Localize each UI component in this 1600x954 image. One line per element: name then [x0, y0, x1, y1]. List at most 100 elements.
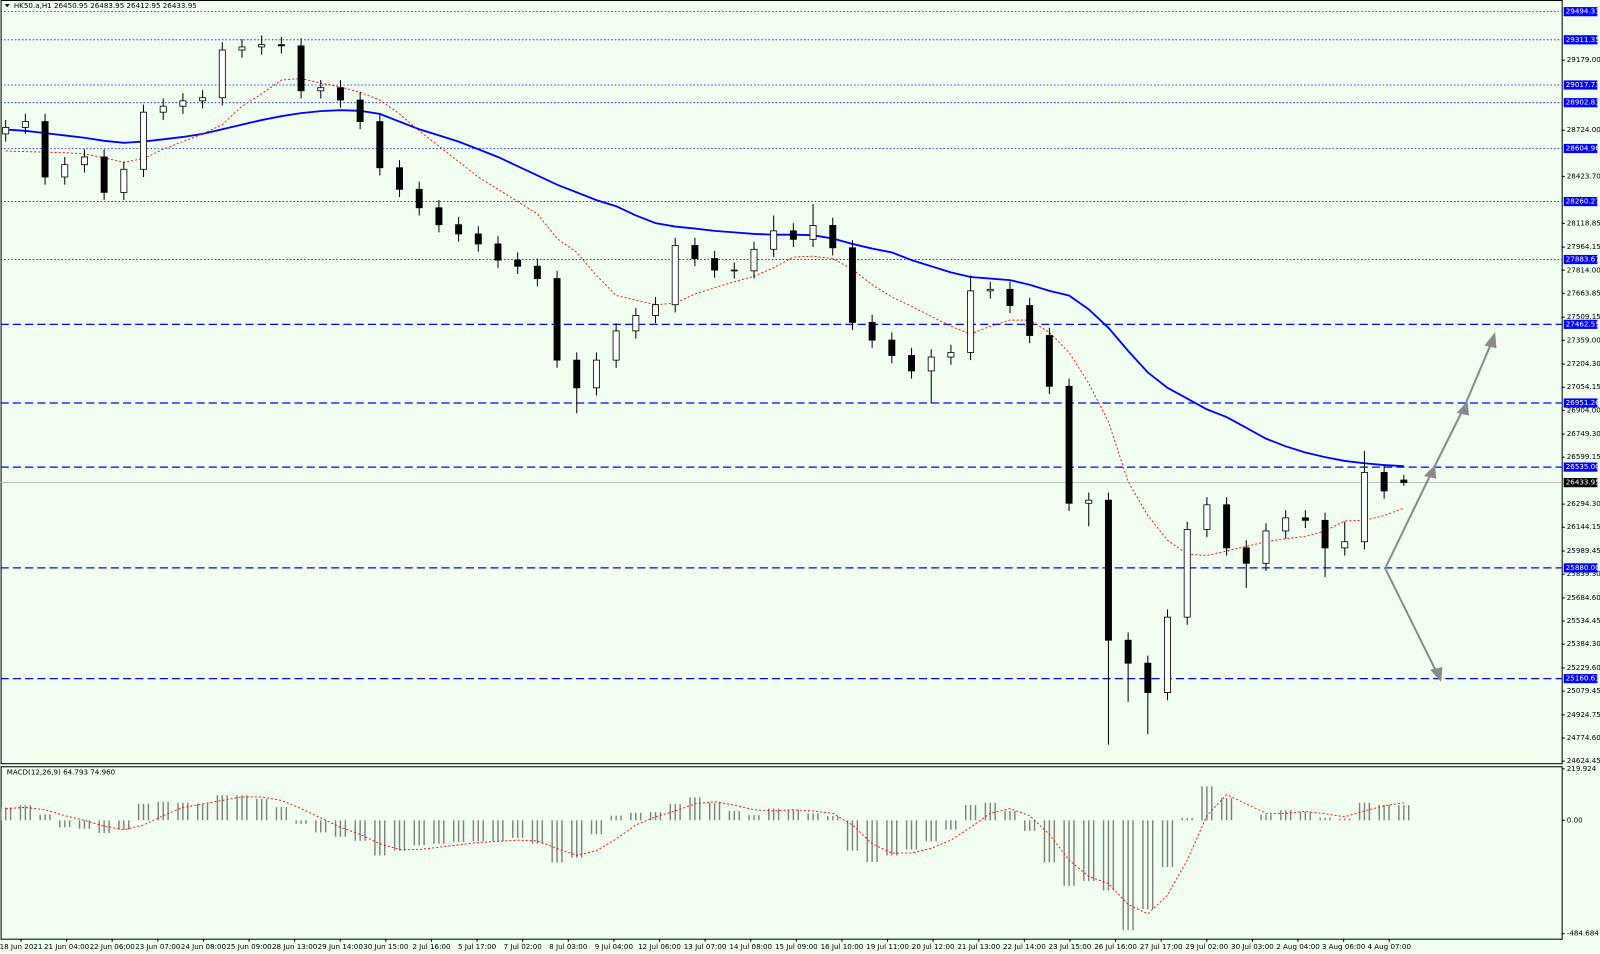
candle-body — [1164, 616, 1171, 693]
level-label: 25160.63 — [1566, 674, 1600, 683]
candle-body — [1282, 517, 1290, 532]
level-label: 26951.26 — [1566, 398, 1600, 407]
candle-body — [415, 188, 423, 209]
candle-body — [80, 156, 88, 166]
candle-body — [474, 233, 482, 245]
y-tick-label: 28724.00 — [1567, 125, 1600, 134]
y-tick-label: 28118.85 — [1567, 218, 1600, 227]
candle-body — [494, 243, 502, 261]
candle-body — [612, 330, 620, 361]
x-tick-label: 14 Jul 08:00 — [729, 942, 772, 951]
x-tick-label: 29 Jul 02:00 — [1185, 942, 1228, 951]
y-tick-label: 26749.30 — [1567, 429, 1600, 438]
x-tick-label: 26 Jul 16:00 — [1094, 942, 1137, 951]
candle-body — [1124, 639, 1132, 664]
macd-title: MACD(12,26,9) 64.793 74.960 — [7, 767, 116, 776]
y-tick-label: 27663.85 — [1567, 288, 1600, 297]
candle-body — [179, 100, 187, 107]
level-label: 25880.00 — [1566, 563, 1600, 572]
y-tick-label: 25384.30 — [1567, 639, 1600, 648]
y-tick-label: 27054.15 — [1567, 382, 1600, 391]
candle-body — [159, 105, 167, 113]
candle-body — [967, 290, 975, 353]
candle-body — [396, 167, 403, 190]
candle-body — [1360, 472, 1368, 543]
arrow-segment — [1431, 407, 1465, 472]
level-label: 28902.83 — [1566, 98, 1600, 107]
candle-body — [868, 322, 876, 341]
candle-body — [1203, 504, 1211, 530]
x-tick-label: 16 Jul 10:00 — [821, 942, 864, 951]
y-tick-label: 26904.00 — [1567, 405, 1600, 414]
y-tick-label: 26144.15 — [1567, 522, 1600, 531]
candle-body — [120, 168, 128, 193]
x-tick-label: 15 Jul 09:00 — [775, 942, 818, 951]
x-tick-label: 22 Jul 14:00 — [1003, 942, 1046, 951]
macd-signal — [5, 794, 1404, 915]
level-label-box — [1563, 80, 1598, 90]
menu-arrow[interactable] — [4, 4, 10, 8]
x-tick-label: 30 Jul 03:00 — [1231, 942, 1274, 951]
candle-body — [553, 278, 561, 361]
level-label-box — [1563, 319, 1598, 329]
candle-body — [947, 352, 955, 358]
x-tick-label: 3 Aug 06:00 — [1322, 942, 1366, 951]
y-tick-label: 219.924 — [1567, 764, 1597, 773]
x-tick-label: 25 Jun 09:00 — [226, 942, 272, 951]
candle-body — [277, 44, 285, 47]
x-tick-label: 23 Jul 15:00 — [1049, 942, 1092, 951]
y-tick-label: 27204.30 — [1567, 359, 1600, 368]
x-tick-label: 7 Jul 02:00 — [504, 942, 543, 951]
candle-body — [1400, 479, 1408, 484]
arrow-segment — [1462, 340, 1494, 409]
candle-body — [218, 49, 226, 99]
x-tick-label: 13 Jul 07:00 — [684, 942, 727, 951]
level-label-box — [1563, 398, 1598, 408]
y-tick-label: 26599.15 — [1567, 452, 1600, 461]
x-tick-label: 4 Aug 07:00 — [1367, 942, 1411, 951]
y-tick-label: 25684.60 — [1567, 593, 1600, 602]
y-tick-label: 27359.00 — [1567, 335, 1600, 344]
chart-title: HK50.a,H1 26450.95 26483.95 26412.95 264… — [14, 1, 197, 10]
candle-body — [1242, 547, 1250, 564]
candle-body — [1301, 517, 1309, 521]
candle-body — [1223, 504, 1231, 549]
candle-body — [1183, 529, 1191, 618]
candle-body — [1341, 541, 1349, 549]
candle-body — [789, 230, 797, 240]
x-tick-label: 28 Jun 13:00 — [272, 942, 318, 951]
candle-body — [41, 121, 49, 178]
x-tick-label: 5 Jul 17:00 — [458, 942, 497, 951]
candle-body — [455, 224, 463, 235]
candle-body — [336, 87, 344, 101]
x-tick-label: 24 Jun 08:00 — [181, 942, 227, 951]
y-tick-label: 25079.45 — [1567, 686, 1600, 695]
y-tick-label: 27814.00 — [1567, 265, 1600, 274]
y-tick-label: 24624.45 — [1567, 756, 1600, 765]
candle-body — [691, 245, 699, 259]
x-tick-label: 27 Jul 17:00 — [1140, 942, 1183, 951]
x-tick-label: 20 Jul 12:00 — [912, 942, 955, 951]
y-tick-label: 27509.15 — [1567, 312, 1600, 321]
candle-body — [848, 247, 856, 323]
candle-body — [1045, 335, 1053, 387]
candle-body — [888, 339, 896, 356]
candle-body — [1104, 499, 1112, 641]
candle-body — [21, 121, 29, 128]
level-label-box — [1563, 563, 1598, 573]
candle-body — [927, 356, 935, 372]
y-tick-label: 28423.70 — [1567, 171, 1600, 180]
candle-body — [1380, 472, 1388, 492]
x-tick-label: 12 Jul 06:00 — [638, 942, 681, 951]
candle-body — [671, 245, 679, 306]
y-tick-label: 24924.75 — [1567, 710, 1600, 719]
candle-body — [514, 259, 522, 267]
level-label: 27883.67 — [1566, 255, 1600, 264]
x-tick-label: 21 Jul 13:00 — [957, 942, 1000, 951]
arrow-head — [1430, 667, 1443, 682]
level-label: 29311.35 — [1566, 35, 1600, 44]
candle-body — [258, 44, 266, 48]
x-tick-label: 22 Jun 06:00 — [90, 942, 136, 951]
level-label-box — [1563, 98, 1598, 108]
